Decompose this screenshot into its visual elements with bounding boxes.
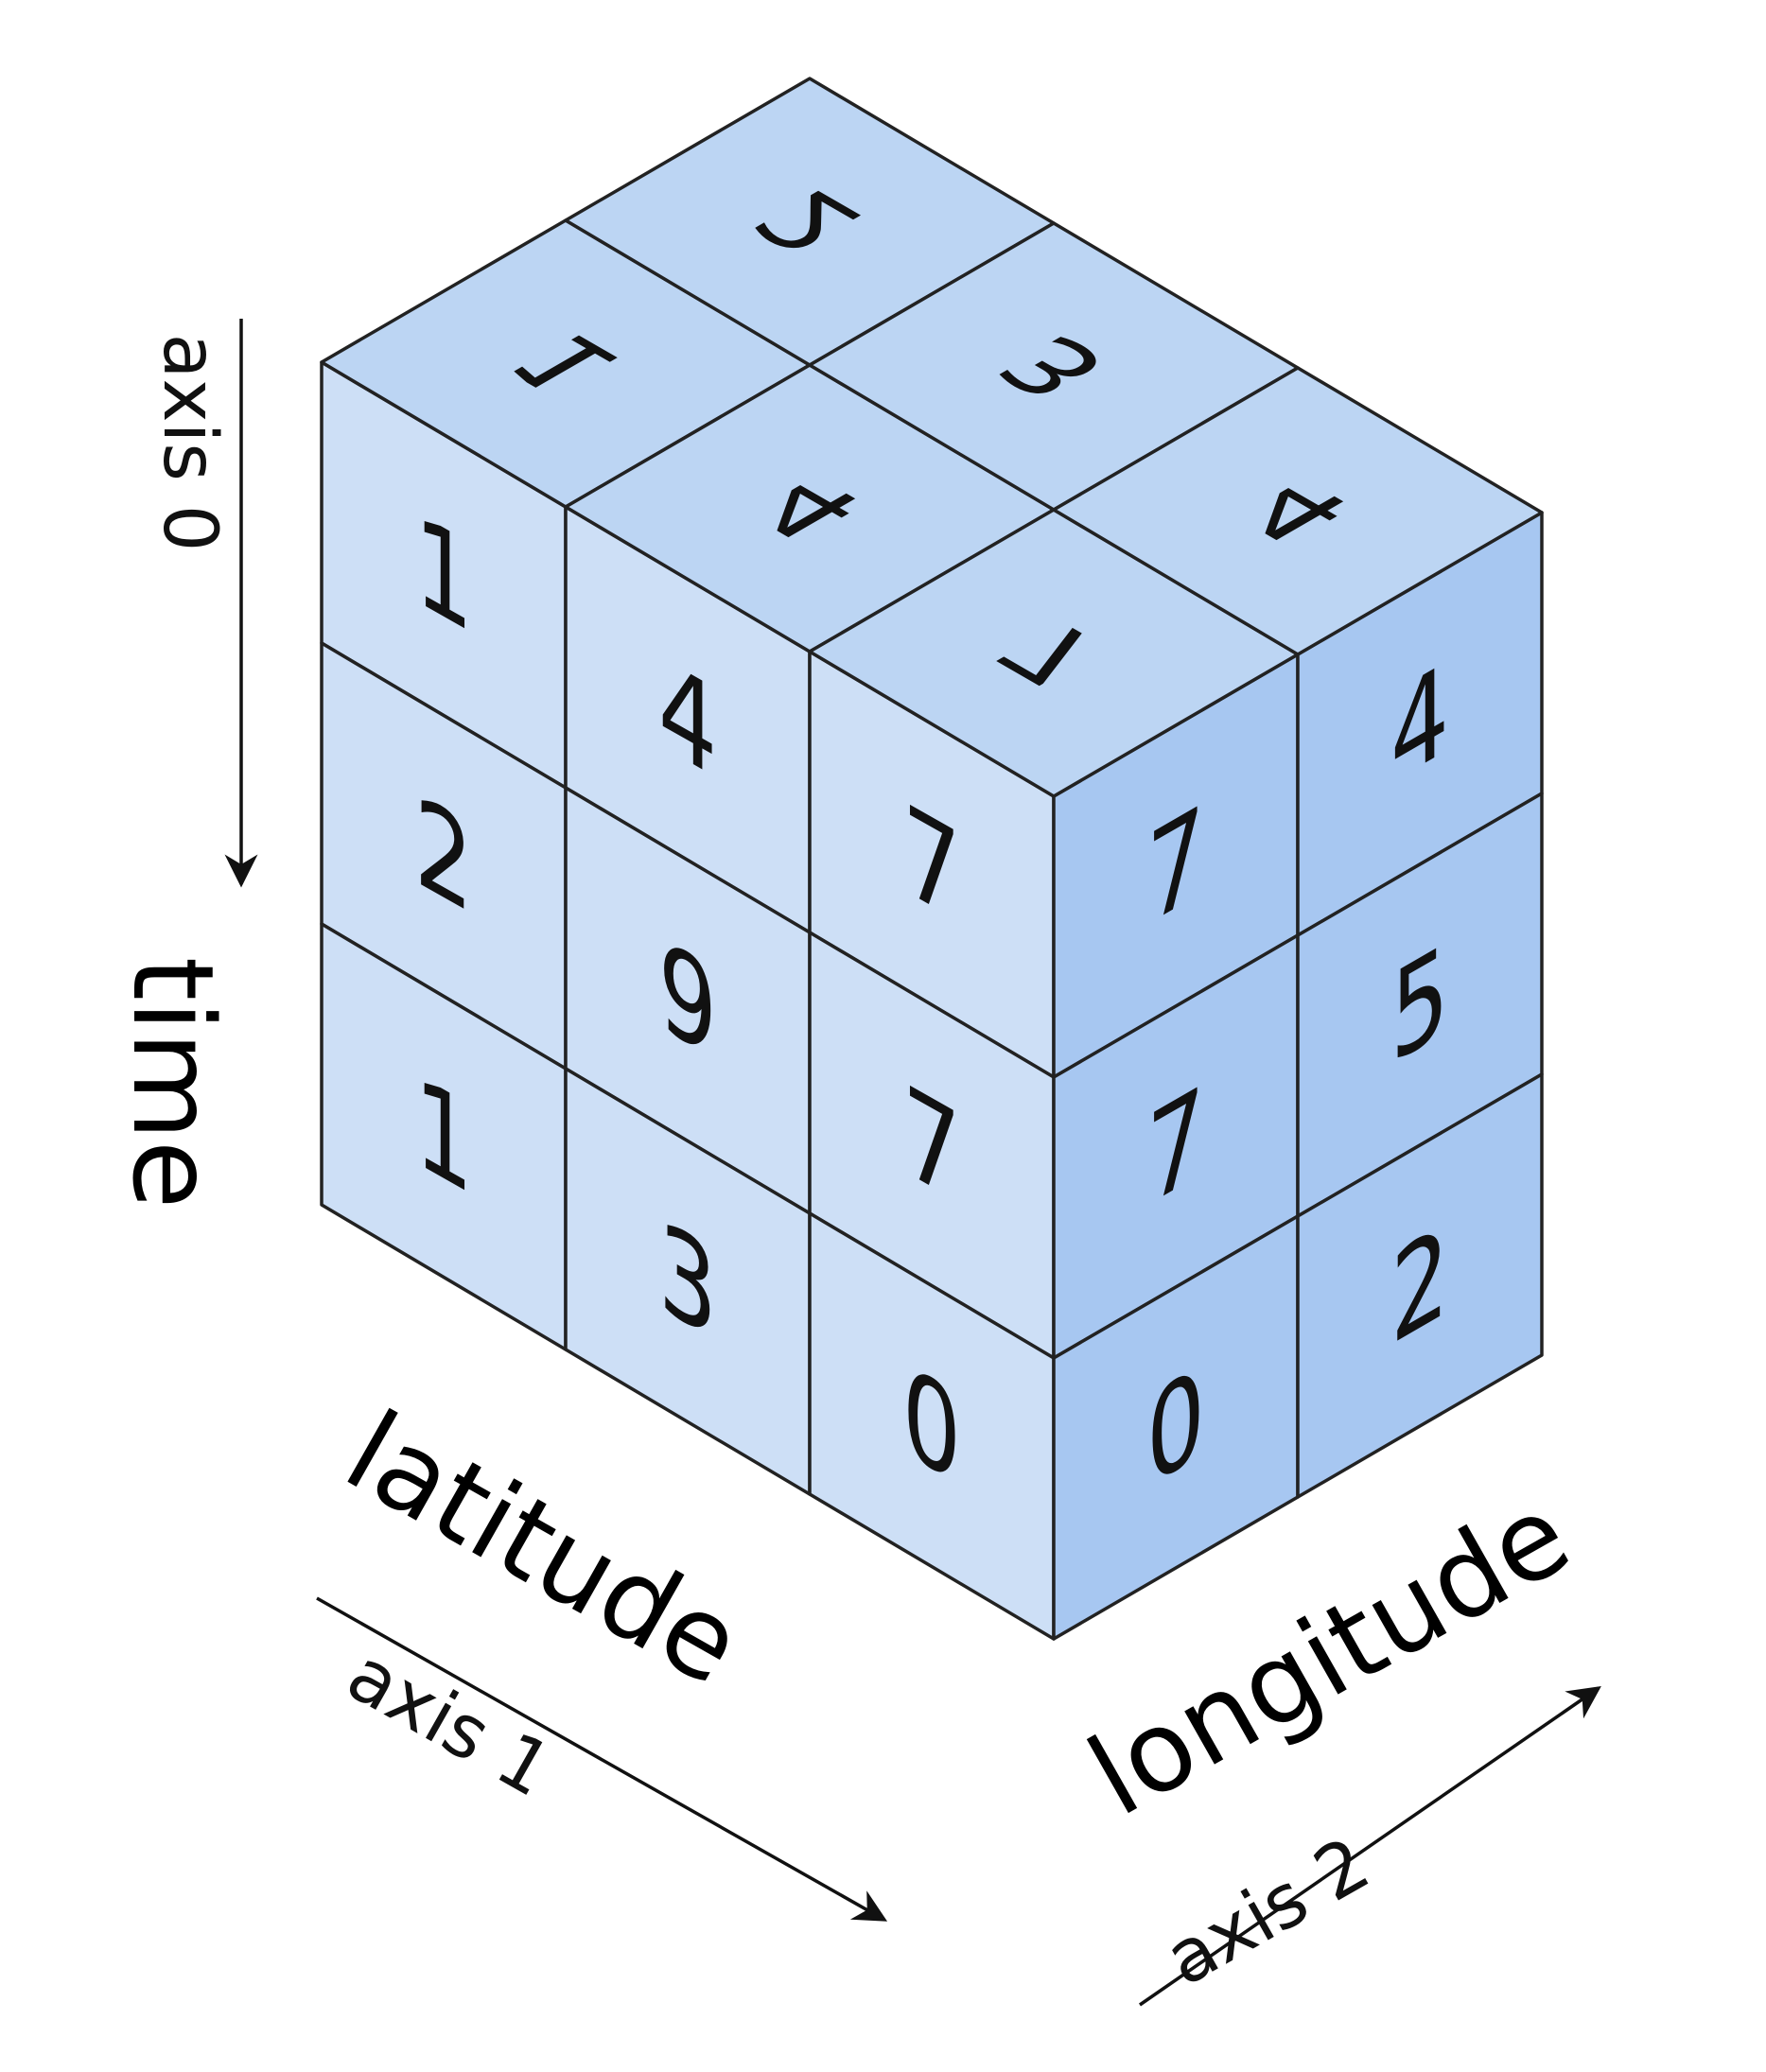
right-cell-2-1: [1296, 1072, 1544, 1499]
front-number-0-0: 1: [414, 488, 473, 662]
top-cell-2-1: [1052, 366, 1544, 656]
axis2-label: axis 2: [1151, 1821, 1383, 2003]
front-number-1-0: 2: [414, 769, 473, 943]
front-number-2-1: 3: [658, 1194, 717, 1368]
axis0-label: axis 0: [147, 334, 232, 552]
right-number-0-1: 4: [1390, 636, 1449, 811]
time-label: time: [108, 957, 238, 1210]
front-number-0-2: 7: [902, 777, 961, 951]
front-number-2-0: 1: [414, 1050, 473, 1224]
right-number-0-0: 7: [1146, 777, 1205, 953]
front-number-1-2: 7: [902, 1058, 961, 1232]
right-number-2-1: 2: [1390, 1197, 1449, 1373]
front-number-1-1: 9: [658, 914, 717, 1088]
axis1-label: axis 1: [333, 1632, 565, 1814]
axis1-arrow: [316, 1596, 888, 1922]
cube-faces: [320, 77, 1544, 1641]
right-number-1-1: 5: [1390, 916, 1449, 1092]
axis0-group: axis 0 time: [108, 319, 258, 1210]
front-number-2-2: 0: [902, 1339, 961, 1513]
front-number-0-1: 4: [658, 633, 717, 807]
right-number-2-0: 0: [1146, 1339, 1205, 1515]
axis2-arrow: [1139, 1686, 1601, 2007]
right-number-1-0: 7: [1146, 1058, 1205, 1234]
